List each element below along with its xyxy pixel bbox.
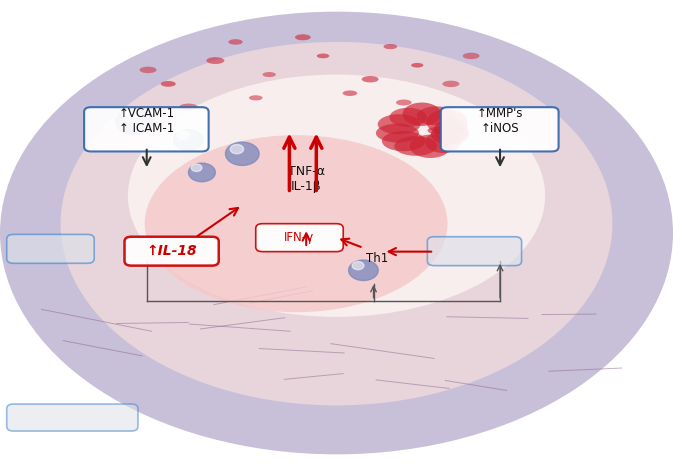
FancyBboxPatch shape: [256, 224, 343, 252]
Ellipse shape: [479, 114, 491, 119]
Ellipse shape: [179, 103, 198, 111]
Ellipse shape: [61, 42, 612, 405]
FancyBboxPatch shape: [427, 237, 522, 266]
FancyBboxPatch shape: [84, 107, 209, 151]
Text: ↑IL-18: ↑IL-18: [146, 244, 197, 258]
Ellipse shape: [390, 108, 427, 127]
FancyBboxPatch shape: [7, 404, 138, 431]
Ellipse shape: [361, 76, 379, 82]
Circle shape: [191, 164, 202, 171]
Ellipse shape: [249, 95, 262, 101]
Ellipse shape: [402, 103, 441, 126]
Text: ↑MMP's
↑iNOS: ↑MMP's ↑iNOS: [476, 107, 524, 135]
Ellipse shape: [262, 72, 276, 77]
Ellipse shape: [0, 12, 673, 454]
Circle shape: [116, 108, 153, 134]
Circle shape: [177, 131, 189, 139]
FancyBboxPatch shape: [441, 107, 559, 151]
Circle shape: [174, 130, 203, 150]
Ellipse shape: [161, 81, 176, 87]
Text: Th1: Th1: [365, 252, 388, 265]
Ellipse shape: [207, 57, 224, 64]
Ellipse shape: [425, 131, 461, 153]
Circle shape: [352, 261, 364, 270]
Ellipse shape: [382, 131, 425, 151]
Ellipse shape: [228, 39, 243, 45]
Ellipse shape: [442, 81, 460, 87]
Text: TNF-α
IL-1β: TNF-α IL-1β: [288, 165, 324, 193]
Ellipse shape: [376, 123, 419, 143]
Ellipse shape: [462, 53, 480, 59]
Ellipse shape: [417, 106, 456, 125]
Ellipse shape: [433, 118, 468, 143]
Ellipse shape: [128, 75, 545, 317]
Circle shape: [349, 260, 378, 281]
Ellipse shape: [343, 90, 357, 96]
Ellipse shape: [384, 44, 397, 49]
Ellipse shape: [317, 54, 329, 58]
Circle shape: [188, 163, 215, 182]
Ellipse shape: [394, 136, 437, 156]
Circle shape: [225, 142, 259, 165]
Ellipse shape: [410, 135, 451, 158]
Text: ↑VCAM-1
↑ ICAM-1: ↑VCAM-1 ↑ ICAM-1: [118, 107, 175, 135]
Ellipse shape: [427, 127, 448, 134]
Ellipse shape: [431, 123, 469, 145]
FancyBboxPatch shape: [7, 234, 94, 263]
Ellipse shape: [145, 135, 448, 312]
Ellipse shape: [427, 109, 468, 135]
Circle shape: [122, 111, 137, 122]
FancyBboxPatch shape: [125, 237, 219, 266]
Ellipse shape: [411, 63, 423, 68]
Circle shape: [230, 144, 244, 154]
Ellipse shape: [378, 114, 421, 134]
Ellipse shape: [295, 34, 311, 40]
Text: IFN-γ: IFN-γ: [285, 231, 314, 244]
Ellipse shape: [396, 100, 412, 105]
Ellipse shape: [139, 67, 157, 73]
